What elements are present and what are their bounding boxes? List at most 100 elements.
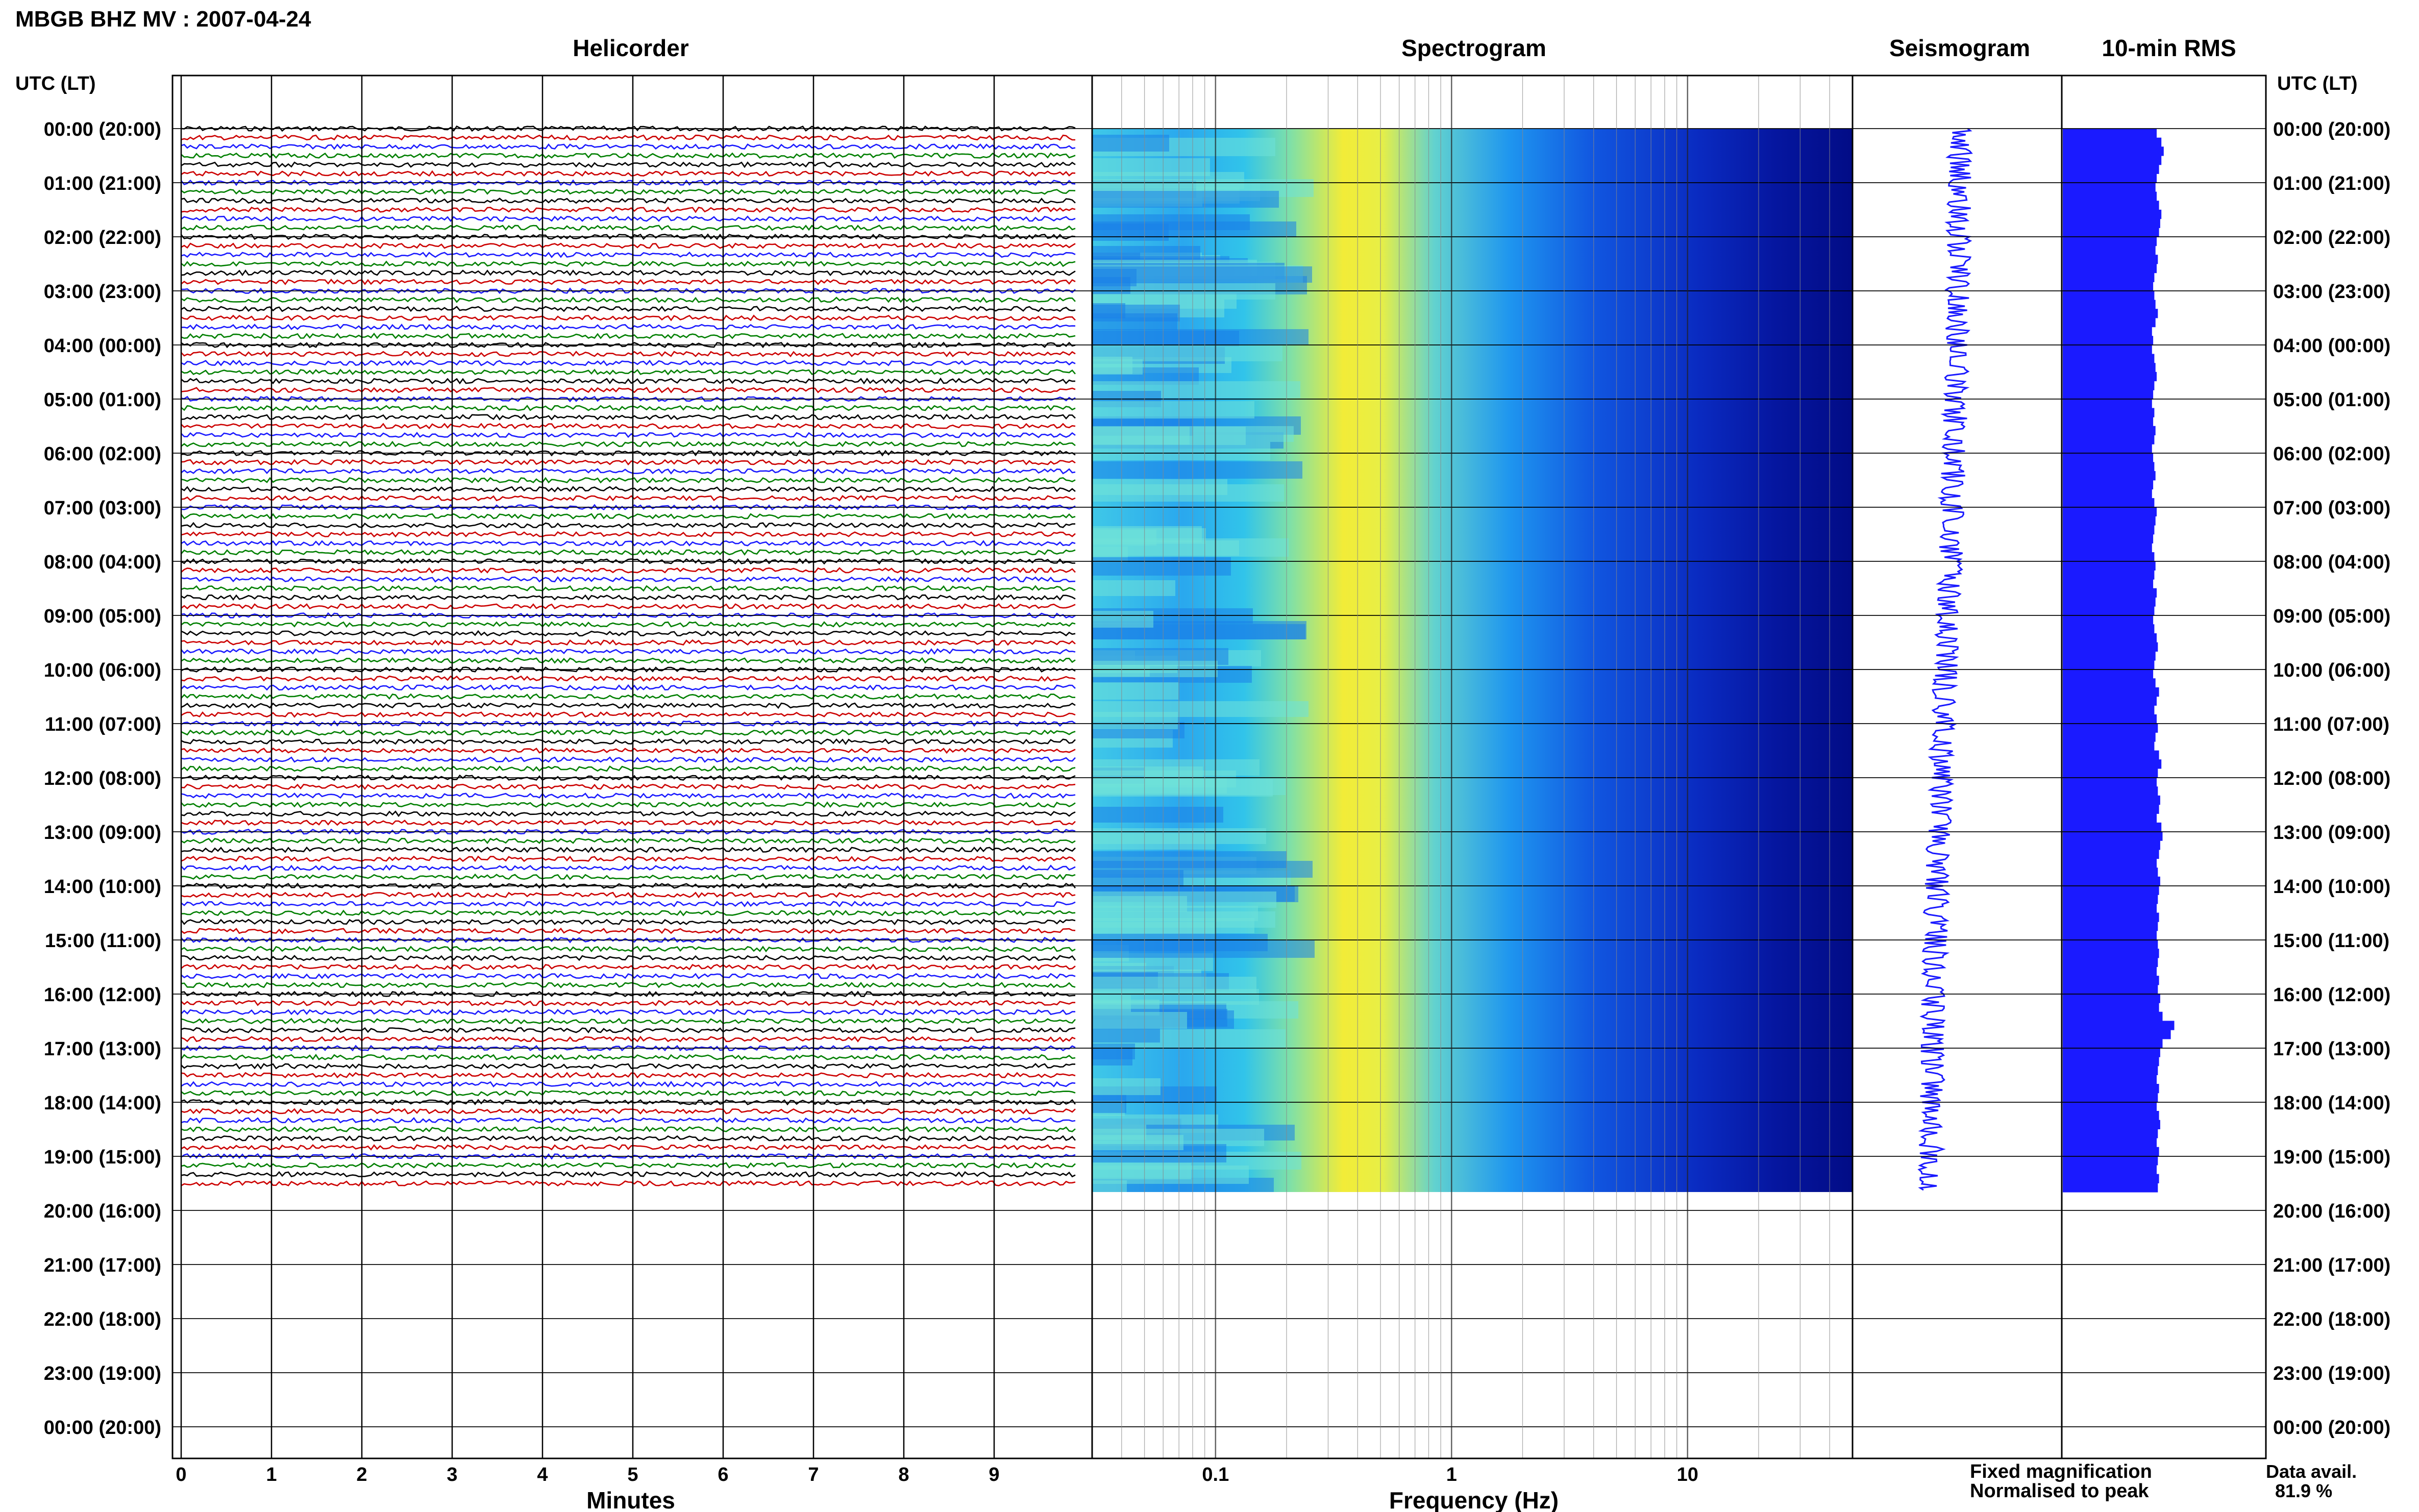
helicorder-trace <box>181 368 1076 376</box>
helicorder-trace <box>181 215 1076 222</box>
rms-bar <box>2063 1003 2159 1012</box>
rms-bar <box>2063 615 2154 625</box>
helicorder-trace <box>181 1144 1076 1151</box>
time-labels-right: 00:00 (20:00) 01:00 (21:00) 02:00 (22:00) 0… <box>2273 119 2390 1439</box>
helicorder-trace <box>181 269 1076 277</box>
rms-bar <box>2063 1075 2157 1084</box>
helicorder-trace <box>181 765 1076 772</box>
rms-bar <box>2063 173 2157 183</box>
utc-header-left: UTC (LT) <box>15 73 96 94</box>
helicorder-trace <box>181 324 1076 331</box>
minute-tick-label: 2 <box>356 1464 367 1485</box>
plot-title: MBGB BHZ MV : 2007-04-24 <box>15 7 311 32</box>
helicorder-trace <box>181 423 1076 430</box>
rms-bar <box>2063 435 2155 444</box>
helicorder-trace <box>181 810 1076 817</box>
rms-bar <box>2063 462 2155 472</box>
rms-bar <box>2063 687 2159 697</box>
rms-bar <box>2063 849 2159 859</box>
helicorder-trace <box>181 946 1076 953</box>
helicorder-trace <box>181 279 1076 285</box>
time-label: 00:00 (20:00) <box>44 119 161 140</box>
rms-bar <box>2063 813 2157 823</box>
spectrogram-streak <box>1092 557 1231 576</box>
time-label: 23:00 (19:00) <box>44 1363 161 1384</box>
rms-bar <box>2063 678 2156 688</box>
helicorder-trace <box>181 1108 1076 1115</box>
helicorder-trace <box>181 981 1076 988</box>
spectrogram-streak <box>1092 357 1132 374</box>
rms-bar <box>2063 309 2158 318</box>
helicorder-trace <box>181 973 1076 979</box>
helicorder-trace <box>181 540 1076 547</box>
helicorder-trace <box>181 630 1076 637</box>
helicorder-trace <box>181 738 1076 746</box>
helicorder-trace <box>181 783 1076 790</box>
rms-bar <box>2063 750 2159 760</box>
rms-bar <box>2063 543 2152 553</box>
time-label: 18:00 (14:00) <box>2273 1093 2390 1114</box>
helicorder-trace <box>181 486 1076 493</box>
spectrogram-streak <box>1092 305 1180 321</box>
helicorder-trace <box>181 341 1076 349</box>
helicorder-trace <box>181 1117 1076 1124</box>
helicorder-trace <box>181 963 1076 971</box>
minute-tick-label: 9 <box>989 1464 999 1485</box>
rms-bar <box>2063 705 2155 715</box>
rms-bar <box>2063 949 2159 958</box>
rms-bar <box>2063 939 2158 949</box>
minute-gridlines <box>180 76 995 1458</box>
time-label: 05:00 (01:00) <box>2273 389 2390 411</box>
helicorder-trace <box>181 377 1076 385</box>
helicorder-trace <box>181 1035 1076 1043</box>
rms-bar <box>2063 714 2157 724</box>
helicorder-trace <box>181 494 1076 502</box>
time-label: 00:00 (20:00) <box>44 1417 161 1439</box>
rms-bar <box>2063 552 2155 562</box>
rms-bar <box>2063 228 2159 237</box>
helicorder-trace <box>181 306 1076 312</box>
rms-bar <box>2063 137 2162 147</box>
spectrogram-streak <box>1092 833 1216 850</box>
rms-bar <box>2063 371 2157 382</box>
helicorder-trace <box>181 675 1076 682</box>
helicorder-trace <box>181 594 1076 601</box>
rms-bar <box>2063 777 2157 787</box>
time-label: 17:00 (13:00) <box>44 1038 161 1060</box>
rms-bar <box>2063 1174 2159 1183</box>
helicorder-trace <box>181 531 1076 538</box>
spectrogram-streak <box>1092 580 1175 596</box>
helicorder-trace <box>181 756 1076 763</box>
rms-bar <box>2063 696 2157 706</box>
spectrogram-streak <box>1092 246 1200 262</box>
time-label: 00:00 (20:00) <box>2273 119 2390 140</box>
frequency-tick-label: 1 <box>1446 1464 1457 1485</box>
helicorder-trace <box>181 252 1076 258</box>
helicorder-trace <box>181 1018 1076 1025</box>
rms-bar <box>2063 507 2157 516</box>
rms-bar <box>2063 290 2155 301</box>
helicorder-trace <box>181 225 1076 231</box>
spectrogram-streak <box>1092 540 1239 556</box>
rms-bar <box>2063 840 2160 850</box>
time-label: 15:00 (11:00) <box>2273 930 2389 952</box>
minute-tick-labels: 0 1 2 3 4 5 6 7 8 9 <box>176 1464 999 1485</box>
helicorder-trace <box>181 386 1076 393</box>
time-label: 19:00 (15:00) <box>44 1147 161 1168</box>
helicorder-trace <box>181 846 1076 853</box>
rms-bar <box>2063 1038 2163 1048</box>
time-label: 11:00 (07:00) <box>2273 714 2389 735</box>
helicorder-trace <box>181 351 1076 358</box>
time-label: 20:00 (16:00) <box>44 1201 161 1222</box>
frequency-tick-label: 0.1 <box>1202 1464 1229 1485</box>
helicorder-trace <box>181 585 1076 592</box>
rms-bar <box>2063 363 2156 373</box>
rms-bar <box>2063 570 2155 580</box>
helicorder-trace <box>180 179 1076 186</box>
helicorder-trace <box>181 702 1076 709</box>
hour-gridlines <box>172 128 2266 1427</box>
rms-bar <box>2063 1165 2157 1175</box>
helicorder-trace <box>181 1072 1076 1079</box>
helicorder-title: Helicorder <box>573 35 689 61</box>
frequency-axis-label: Frequency (Hz) <box>1389 1487 1559 1512</box>
